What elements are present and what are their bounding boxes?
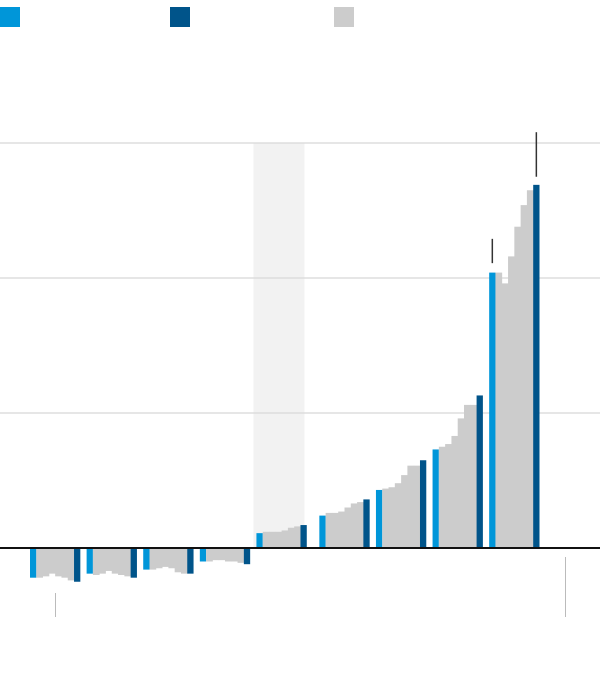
- bar-first: [319, 515, 326, 548]
- bar-other: [224, 548, 232, 562]
- bar-other: [111, 548, 119, 574]
- bar-other: [388, 487, 396, 548]
- bar-other: [99, 548, 106, 574]
- bar-other: [206, 548, 213, 562]
- bar-other: [394, 483, 402, 548]
- bar-other: [445, 444, 452, 548]
- bar-first: [143, 548, 150, 570]
- bar-other: [287, 527, 295, 548]
- bar-other: [526, 190, 534, 548]
- bar-other: [212, 548, 220, 561]
- bar-other: [155, 548, 163, 569]
- bar-first: [199, 548, 207, 562]
- bar-other: [325, 512, 333, 548]
- bar-other: [501, 283, 509, 548]
- bar-other: [262, 531, 270, 548]
- bar-other: [508, 256, 515, 548]
- bar-other: [42, 548, 50, 577]
- bar-other: [48, 548, 56, 574]
- bar-last: [243, 548, 251, 565]
- legend-swatch-first: [0, 7, 20, 27]
- bar-other: [294, 526, 301, 548]
- bar-other: [124, 548, 132, 577]
- bar-other: [281, 530, 289, 548]
- bar-other: [407, 465, 415, 548]
- bar-other: [451, 435, 459, 548]
- bar-other: [237, 548, 245, 563]
- bar-other: [457, 418, 465, 548]
- bar-other: [470, 404, 477, 548]
- bar-other: [174, 548, 182, 573]
- bar-last: [533, 184, 540, 548]
- bar-last: [300, 525, 307, 548]
- bar-other: [382, 488, 389, 548]
- bar-other: [275, 531, 283, 548]
- bar-last: [476, 395, 483, 548]
- bar-other: [350, 503, 358, 548]
- bar-other: [55, 548, 62, 577]
- bar-other: [36, 548, 43, 578]
- bar-other: [344, 507, 352, 548]
- bar-other: [149, 548, 157, 570]
- legend-swatch-last: [170, 7, 190, 27]
- bar-last: [363, 499, 370, 548]
- bar-other: [92, 548, 100, 575]
- bar-other: [338, 511, 345, 548]
- bar-other: [105, 548, 113, 571]
- bar-other: [520, 205, 528, 548]
- bar-first: [489, 272, 496, 548]
- shaded-band: [253, 143, 305, 548]
- bar-last: [74, 548, 81, 582]
- bar-first: [256, 533, 263, 548]
- bar-first: [86, 548, 93, 574]
- bar-other: [495, 272, 503, 548]
- bar-other: [464, 404, 471, 548]
- bar-other: [269, 531, 276, 548]
- bar-last: [187, 548, 194, 574]
- bar-first: [375, 489, 383, 548]
- bar-other: [514, 226, 522, 548]
- bar-other: [180, 548, 188, 574]
- bar-other: [168, 548, 176, 569]
- bar-other: [401, 475, 408, 548]
- bar-last: [130, 548, 137, 578]
- bar-other: [331, 512, 339, 548]
- bar-other: [61, 548, 69, 578]
- bar-other: [162, 548, 169, 567]
- legend-swatch-other: [334, 7, 354, 27]
- bar-last: [419, 460, 427, 548]
- bar-other: [231, 548, 238, 562]
- bar-other: [413, 465, 421, 548]
- bar-first: [30, 548, 37, 578]
- bar-other: [118, 548, 125, 575]
- bar-other: [438, 446, 446, 548]
- bar-first: [432, 449, 439, 548]
- bar-other: [218, 548, 226, 561]
- bar-other: [357, 502, 364, 548]
- bar-other: [67, 548, 75, 581]
